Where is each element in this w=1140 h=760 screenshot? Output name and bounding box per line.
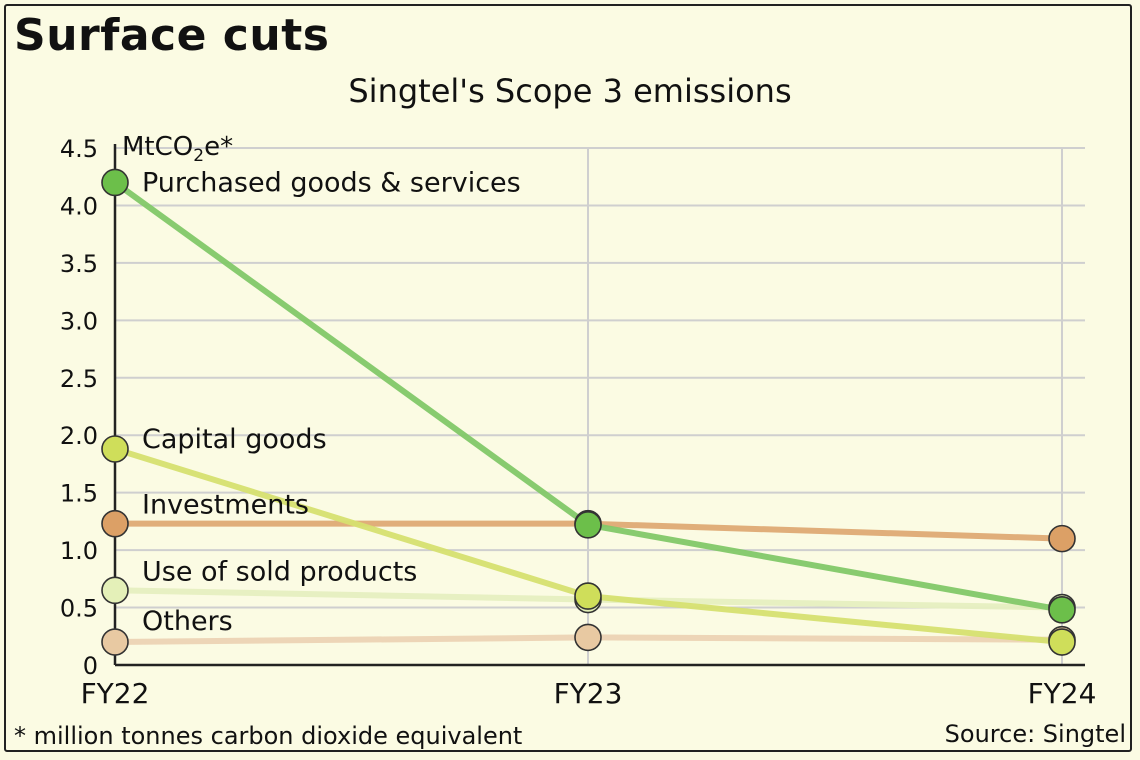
series-label: Use of sold products	[142, 556, 417, 587]
y-tick-label: 1.0	[60, 537, 98, 565]
y-tick-label: 2.0	[60, 422, 98, 450]
series-label: Investments	[142, 490, 309, 521]
y-tick-label: 3.0	[60, 307, 98, 335]
x-tick-label: FY23	[554, 677, 623, 710]
data-point	[1048, 596, 1076, 624]
series-label: Purchased goods & services	[142, 167, 521, 198]
data-point	[1048, 628, 1076, 656]
x-tick-label: FY24	[1028, 677, 1097, 710]
x-tick-label: FY22	[81, 677, 150, 710]
y-tick-labels: 0 0.5 1.0 1.5 2.0 2.5 3.0 3.5 4.0 4.5	[60, 135, 98, 680]
data-point	[101, 509, 129, 538]
data-point	[101, 628, 129, 656]
data-point	[574, 623, 602, 652]
data-point	[574, 511, 602, 539]
headline: Surface cuts	[14, 10, 330, 61]
grid-lines	[113, 144, 1085, 667]
series-label: Capital goods	[142, 424, 327, 455]
y-axis-label-suffix: e*	[204, 132, 233, 162]
chart-frame	[4, 4, 1132, 752]
y-tick-label: 0.5	[60, 595, 98, 623]
y-axis-label-base: MtCO	[122, 132, 193, 162]
data-point	[574, 582, 602, 610]
data-point	[1048, 524, 1076, 553]
chart-title: Singtel's Scope 3 emissions	[348, 72, 792, 110]
y-axis-label-subscript: 2	[193, 146, 204, 166]
footnote: * million tonnes carbon dioxide equivale…	[14, 722, 523, 750]
y-tick-label: 4.5	[60, 135, 98, 163]
y-tick-label: 1.5	[60, 480, 98, 508]
y-tick-label: 0	[83, 652, 98, 680]
series-label: Others	[142, 606, 233, 637]
y-tick-label: 2.5	[60, 365, 98, 393]
source-note: Source: Singtel	[944, 720, 1126, 748]
series-points	[101, 168, 1076, 656]
y-tick-label: 4.0	[60, 192, 98, 220]
data-point	[101, 576, 129, 605]
series-labels: Others Use of sold products Investments Cap…	[142, 167, 521, 637]
y-axis-label: MtCO2e*	[122, 132, 233, 166]
x-tick-labels: FY22 FY23 FY24	[81, 677, 1097, 710]
data-point	[101, 168, 129, 197]
data-point	[101, 435, 129, 463]
y-tick-label: 3.5	[60, 250, 98, 278]
